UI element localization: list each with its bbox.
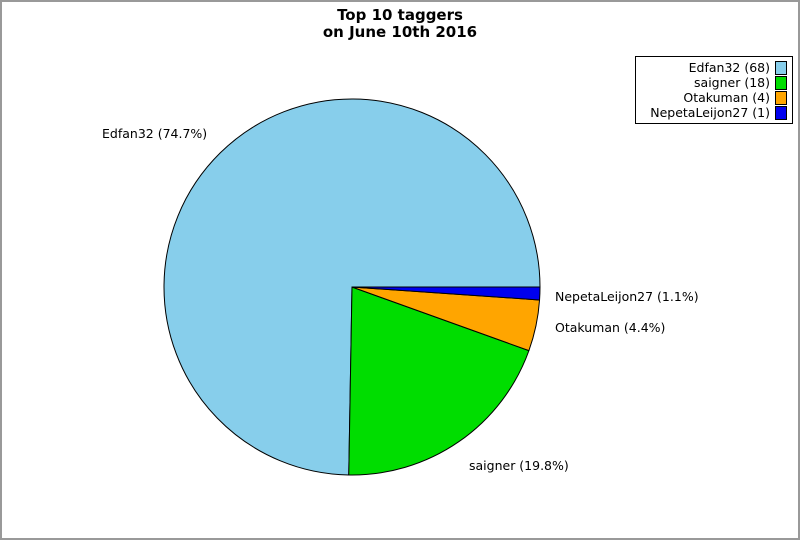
- legend-swatch-edfan32: [775, 60, 787, 75]
- pie-slice-saigner: [348, 286, 530, 476]
- slice-label-edfan32: Edfan32 (74.7%): [102, 126, 208, 141]
- chart-title: Top 10 taggers on June 10th 2016: [2, 7, 798, 41]
- legend-row-otakuman: Otakuman (4): [641, 90, 787, 105]
- slice-label-nepetaleijon27: NepetaLeijon27 (1.1%): [555, 289, 699, 304]
- legend-label-edfan32: Edfan32 (68): [688, 60, 770, 75]
- legend-row-nepetaleijon27: NepetaLeijon27 (1): [641, 105, 787, 120]
- slice-label-otakuman: Otakuman (4.4%): [555, 320, 666, 335]
- legend-label-otakuman: Otakuman (4): [683, 90, 770, 105]
- slice-label-saigner: saigner (19.8%): [469, 458, 569, 473]
- pie-slice-nepetaleijon27: [351, 286, 541, 301]
- chart-title-line2: on June 10th 2016: [322, 23, 478, 41]
- legend: Edfan32 (68) saigner (18) Otakuman (4) N…: [635, 56, 793, 124]
- legend-label-nepetaleijon27: NepetaLeijon27 (1): [650, 105, 770, 120]
- legend-label-saigner: saigner (18): [694, 75, 770, 90]
- legend-swatch-saigner: [775, 75, 787, 90]
- legend-swatch-otakuman: [775, 90, 787, 105]
- legend-row-saigner: saigner (18): [641, 75, 787, 90]
- chart-title-line1: Top 10 taggers: [337, 6, 463, 24]
- legend-row-edfan32: Edfan32 (68): [641, 60, 787, 75]
- legend-swatch-nepetaleijon27: [775, 105, 787, 120]
